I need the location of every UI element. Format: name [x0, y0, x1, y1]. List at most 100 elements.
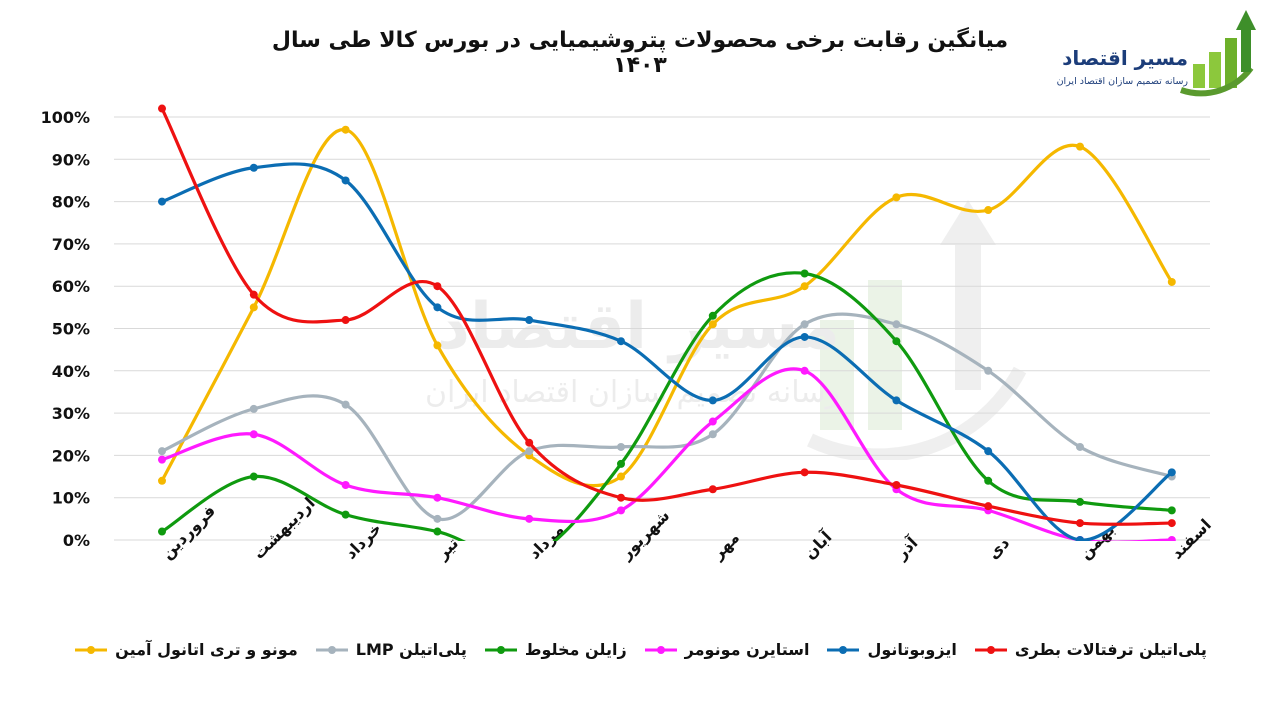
data-point — [800, 468, 809, 477]
data-point — [800, 269, 809, 278]
data-point — [433, 493, 442, 502]
legend-item: پلی‌اتیلن ترفتالات بطری — [973, 640, 1207, 659]
legend-swatch — [974, 645, 1007, 654]
data-point — [341, 176, 350, 185]
data-point — [892, 193, 901, 202]
x-tick-label: دی — [984, 533, 1014, 563]
y-tick-label: 80% — [52, 193, 90, 212]
logo-bars-icon — [1180, 10, 1256, 97]
y-tick-label: 70% — [52, 235, 90, 254]
legend-item: زایلن مخلوط — [483, 640, 627, 659]
data-point — [1076, 142, 1084, 151]
series — [158, 269, 1176, 541]
y-tick-label: 50% — [52, 320, 90, 339]
data-point — [525, 316, 534, 325]
data-point — [158, 527, 166, 536]
data-point — [984, 502, 993, 511]
data-point — [158, 455, 166, 464]
data-point — [800, 332, 809, 341]
x-tick-label: آبان — [799, 526, 836, 563]
legend-item: ایزوبوتانول — [825, 640, 957, 659]
data-point — [433, 527, 442, 536]
data-point — [1167, 506, 1176, 515]
data-point — [617, 506, 625, 515]
x-tick-label: شهریور — [616, 506, 674, 564]
legend-swatch — [644, 645, 677, 654]
series — [158, 312, 1176, 523]
data-point — [984, 206, 993, 215]
legend-item: مونو و تری اتانول آمین — [73, 640, 298, 659]
data-point — [984, 447, 993, 456]
data-point — [984, 476, 993, 485]
data-point — [433, 282, 442, 291]
y-tick-label: 30% — [52, 404, 90, 423]
data-point — [1076, 536, 1084, 541]
data-point — [341, 400, 350, 409]
y-axis-ticks: 0% 10% 20% 30% 40% 50% 60% 70% 80% 90% 100% — [41, 108, 90, 550]
data-point — [1167, 519, 1176, 528]
legend-swatch — [484, 645, 517, 654]
y-tick-label: 90% — [52, 150, 90, 169]
data-point — [1167, 536, 1176, 541]
data-point — [617, 493, 625, 502]
data-point — [158, 197, 166, 206]
chart-title: میانگین رقابت برخی محصولات پتروشیمیایی د… — [271, 28, 1009, 78]
series-line — [160, 106, 1174, 526]
data-point — [249, 163, 258, 172]
data-point — [158, 476, 166, 485]
data-point — [158, 104, 166, 113]
y-tick-label: 10% — [52, 489, 90, 508]
data-point — [1076, 442, 1084, 451]
data-point — [249, 290, 258, 299]
legend-label: پلی‌اتیلن ترفتالات بطری — [1014, 640, 1207, 659]
legend-swatch — [315, 645, 348, 654]
data-point — [708, 485, 717, 494]
data-point — [708, 396, 717, 405]
data-point — [800, 320, 809, 329]
data-point — [1167, 277, 1176, 286]
data-point — [892, 320, 901, 329]
legend-label: استایرن مونومر — [684, 640, 810, 659]
x-tick-label: مهر — [707, 528, 743, 564]
series-line — [160, 128, 1174, 488]
data-point — [892, 337, 901, 346]
series-line — [160, 162, 1174, 541]
data-point — [984, 366, 993, 375]
series — [158, 162, 1176, 541]
data-point — [892, 396, 901, 405]
data-point — [617, 442, 625, 451]
logo-slogan: رسانه تصمیم سازان اقتصاد ایران — [1056, 76, 1188, 87]
data-point — [617, 472, 625, 481]
data-point — [158, 447, 166, 456]
data-point — [525, 447, 534, 456]
legend-swatch — [75, 645, 108, 654]
data-point — [341, 316, 350, 325]
y-tick-label: 60% — [52, 277, 90, 296]
data-point — [341, 510, 350, 519]
x-tick-label: آذر — [890, 532, 921, 563]
data-point — [525, 514, 534, 523]
data-point — [249, 430, 258, 439]
data-point — [249, 404, 258, 413]
data-point — [708, 311, 717, 320]
x-tick-label: مرداد — [525, 520, 568, 563]
legend-label: پلی‌اتیلن LMP — [355, 640, 467, 659]
data-point — [1076, 519, 1084, 528]
data-point — [800, 282, 809, 291]
data-point — [341, 481, 350, 490]
series — [158, 104, 1176, 528]
series-line — [160, 312, 1174, 521]
legend-item: پلی‌اتیلن LMP — [314, 640, 467, 659]
brand-logo: مسیر اقتصاد رسانه تصمیم سازان اقتصاد ایر… — [1005, 6, 1275, 106]
data-point — [1076, 497, 1084, 506]
legend-swatch — [827, 645, 860, 654]
series — [158, 125, 1176, 488]
data-point — [433, 514, 442, 523]
series-lines — [158, 104, 1176, 541]
data-point — [1167, 468, 1176, 477]
legend-label: مونو و تری اتانول آمین — [115, 640, 298, 659]
legend-item: استایرن مونومر — [643, 640, 810, 659]
legend: مونو و تری اتانول آمین پلی‌اتیلن LMP زایلن… — [60, 640, 1220, 659]
data-point — [525, 438, 534, 447]
